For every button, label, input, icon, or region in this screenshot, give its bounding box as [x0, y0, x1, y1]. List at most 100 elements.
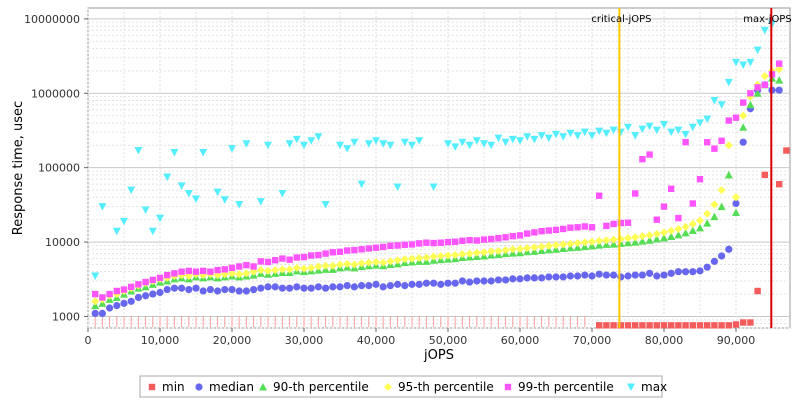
data-point [242, 140, 251, 148]
data-point [91, 301, 100, 310]
data-point [624, 234, 632, 243]
data-point [775, 86, 783, 94]
data-point [278, 189, 287, 198]
y-tick-label: 1000000 [31, 87, 80, 100]
data-point [300, 284, 308, 292]
data-point [408, 241, 416, 248]
data-point [588, 224, 596, 231]
data-point [617, 273, 625, 281]
data-point [545, 273, 553, 281]
data-point [207, 268, 214, 275]
data-point [199, 148, 208, 157]
data-point [674, 126, 683, 135]
data-point [214, 287, 222, 295]
data-point [725, 322, 732, 329]
data-point [408, 280, 416, 288]
data-point [632, 190, 639, 197]
data-point [638, 271, 647, 279]
legend-label: max [641, 380, 667, 394]
data-point [573, 132, 582, 140]
data-point [523, 274, 531, 282]
data-point [278, 265, 287, 274]
data-point [624, 219, 632, 226]
data-point [552, 130, 560, 139]
data-point [278, 284, 286, 292]
data-point [724, 170, 733, 179]
data-point [350, 260, 359, 269]
data-point [465, 141, 474, 150]
data-point [393, 183, 402, 191]
data-point [386, 257, 395, 266]
data-point [387, 242, 394, 250]
data-point [617, 322, 624, 329]
data-point [422, 279, 430, 287]
data-point [242, 287, 250, 295]
data-point [566, 239, 575, 248]
data-point [113, 302, 121, 310]
data-point [516, 232, 524, 239]
data-point [321, 261, 330, 270]
data-point [753, 46, 762, 55]
data-point [660, 203, 668, 210]
data-point [717, 186, 726, 195]
data-point [595, 127, 604, 136]
data-point [386, 282, 394, 290]
data-point [472, 137, 481, 145]
y-tick-label: 1000 [52, 310, 80, 323]
data-point [682, 138, 689, 146]
data-point [530, 135, 539, 144]
data-point [696, 119, 704, 127]
data-point [711, 322, 718, 329]
data-point [530, 243, 539, 252]
data-point [472, 248, 481, 257]
data-point [544, 241, 553, 250]
data-point [357, 259, 366, 268]
data-point [285, 265, 294, 274]
data-point [704, 322, 711, 329]
data-point [559, 133, 568, 141]
data-point [689, 268, 697, 276]
data-point [740, 99, 747, 106]
data-point [624, 322, 632, 329]
legend-box [139, 375, 663, 398]
data-point [689, 322, 696, 329]
legend-label: median [209, 380, 254, 394]
data-point [559, 240, 568, 249]
data-point [495, 234, 502, 242]
data-point [322, 284, 330, 292]
data-point [257, 284, 265, 292]
data-point [746, 100, 755, 109]
data-point [422, 253, 431, 262]
data-point [148, 227, 157, 236]
data-point [156, 288, 164, 297]
data-point [250, 263, 257, 270]
data-point [343, 282, 351, 290]
data-point [776, 60, 783, 67]
x-tick-label: 90,000 [717, 334, 756, 347]
data-point [293, 254, 300, 261]
data-point [574, 272, 582, 280]
x-tick-label: 80,000 [645, 334, 684, 347]
data-point [675, 322, 682, 329]
data-point [149, 290, 157, 298]
data-point [171, 270, 178, 277]
data-point [120, 286, 128, 293]
data-point [718, 252, 726, 260]
data-point [228, 285, 236, 294]
legend-label: 95-th percentile [398, 380, 494, 394]
data-point [552, 226, 560, 234]
data-point [264, 266, 272, 275]
data-point [365, 282, 373, 290]
data-point [581, 271, 589, 279]
data-point [380, 243, 387, 251]
data-point [127, 297, 135, 305]
data-point [308, 252, 315, 259]
data-point [256, 266, 265, 275]
data-point [523, 133, 532, 141]
data-point [437, 280, 445, 288]
data-point [645, 122, 654, 131]
data-point [632, 322, 639, 329]
data-point [717, 202, 726, 211]
data-point [120, 299, 128, 307]
data-point [315, 251, 322, 259]
